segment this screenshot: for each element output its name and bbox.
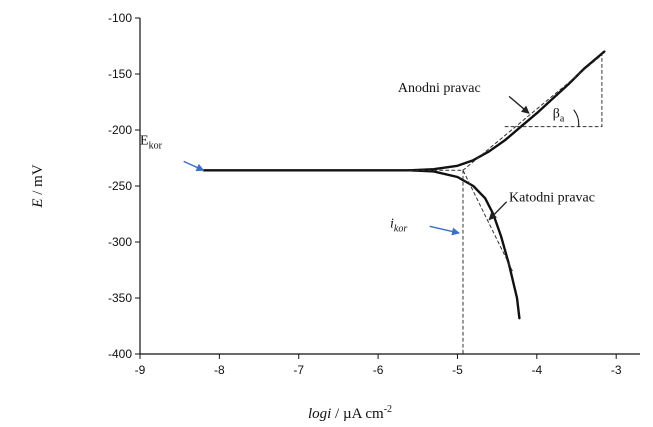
beta-angle-arc <box>573 109 580 127</box>
y-tick-label: -100 <box>108 11 132 25</box>
y-tick-label: -300 <box>108 235 132 249</box>
katodni-arrow <box>488 201 508 221</box>
y-axis-title: E / mV <box>30 164 46 209</box>
anodni-arrow <box>508 95 530 114</box>
polarization-curve <box>408 169 521 320</box>
x-tick-label: -6 <box>373 363 384 377</box>
y-tick-label: -150 <box>108 67 132 81</box>
icor-label: ikor <box>390 216 407 234</box>
x-tick-label: -9 <box>135 363 146 377</box>
x-tick-label: -3 <box>611 363 622 377</box>
x-tick-label: -8 <box>214 363 225 377</box>
katodni-pravac-label: Katodni pravac <box>509 191 595 206</box>
y-tick-label: -250 <box>108 179 132 193</box>
axes: -100 -150 -200 -250 -300 -350 -400-9 -8 -7 -6 -5 -4… <box>30 11 640 422</box>
x-tick-label: -5 <box>452 363 463 377</box>
y-tick-label: -200 <box>108 123 132 137</box>
icor-arrow <box>429 225 461 236</box>
x-axis-title: logi / µA cm-2 <box>308 404 392 422</box>
beta-a-triangle <box>504 54 603 128</box>
ekor-label: Ekor <box>140 134 163 152</box>
ekor-arrow <box>183 160 205 172</box>
annotations: Ekor ikor βa Anodni pravac Katodni pravac <box>140 81 595 236</box>
y-tick-label: -400 <box>108 347 132 361</box>
x-tick-label: -4 <box>531 363 542 377</box>
polarization-curve <box>202 50 606 172</box>
x-tick-label: -7 <box>293 363 304 377</box>
anodic-tafel-line <box>462 54 603 171</box>
cathodic-tafel-line <box>409 169 514 273</box>
plot-area <box>202 50 606 355</box>
anodni-pravac-label: Anodni pravac <box>398 81 481 96</box>
beta-a-label: βa <box>553 107 565 125</box>
y-tick-label: -350 <box>108 291 132 305</box>
